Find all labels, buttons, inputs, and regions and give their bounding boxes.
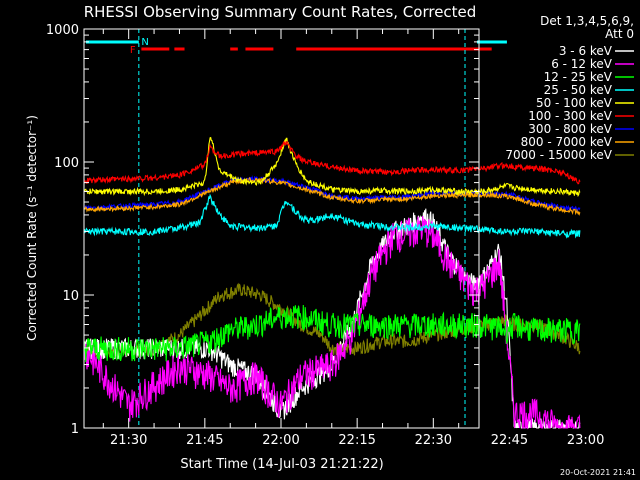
y-tick-label: 100 bbox=[54, 156, 79, 171]
legend-label-5: 50 - 100 keV bbox=[536, 96, 613, 110]
x-tick-label: 22:15 bbox=[338, 433, 375, 448]
legend-label-3: 12 - 25 keV bbox=[544, 70, 613, 84]
legend-label-9: 7000 - 15000 keV bbox=[505, 148, 612, 162]
date-stamp: 20-Oct-2021 21:41 bbox=[560, 468, 636, 477]
series-line-8 bbox=[83, 176, 581, 216]
y-tick-label: 10 bbox=[62, 289, 79, 304]
y-axis-label: Corrected Count Rate (s⁻¹ detector⁻¹) bbox=[25, 115, 39, 341]
legend-label-4: 25 - 50 keV bbox=[544, 83, 613, 97]
series-line-3 bbox=[83, 304, 581, 363]
series-line-6 bbox=[83, 140, 581, 185]
x-tick-label: 21:30 bbox=[110, 433, 147, 448]
flag-n-label: N bbox=[141, 37, 148, 48]
series-line-5 bbox=[83, 136, 581, 198]
x-tick-label: 22:45 bbox=[491, 433, 528, 448]
x-tick-label: 22:30 bbox=[415, 433, 452, 448]
series-line-7 bbox=[83, 175, 581, 213]
x-tick-label: 23:00 bbox=[567, 433, 604, 448]
x-axis-label: Start Time (14-Jul-03 21:21:22) bbox=[180, 457, 383, 472]
legend-header-line2: Att 0 bbox=[605, 27, 634, 41]
legend-label-1: 3 - 6 keV bbox=[559, 44, 613, 58]
legend-label-7: 300 - 800 keV bbox=[528, 122, 612, 136]
series-line-4 bbox=[83, 193, 581, 239]
chart-title: RHESSI Observing Summary Count Rates, Co… bbox=[84, 3, 477, 21]
legend-label-2: 6 - 12 keV bbox=[551, 57, 613, 71]
legend-label-8: 800 - 7000 keV bbox=[521, 135, 613, 149]
y-tick-label: 1000 bbox=[46, 23, 79, 38]
x-tick-label: 22:00 bbox=[262, 433, 299, 448]
y-axis-label-group: Corrected Count Rate (s⁻¹ detector⁻¹) bbox=[25, 115, 39, 341]
legend-header-line1: Det 1,3,4,5,6,9, bbox=[540, 14, 634, 28]
legend-label-6: 100 - 300 keV bbox=[528, 109, 612, 123]
plot-frame bbox=[83, 28, 480, 429]
flag-f-label: F bbox=[130, 45, 136, 56]
x-tick-label: 21:45 bbox=[186, 433, 223, 448]
series-line-2 bbox=[83, 215, 581, 430]
y-tick-label: 1 bbox=[71, 422, 79, 437]
plot-area: NF bbox=[83, 29, 581, 430]
